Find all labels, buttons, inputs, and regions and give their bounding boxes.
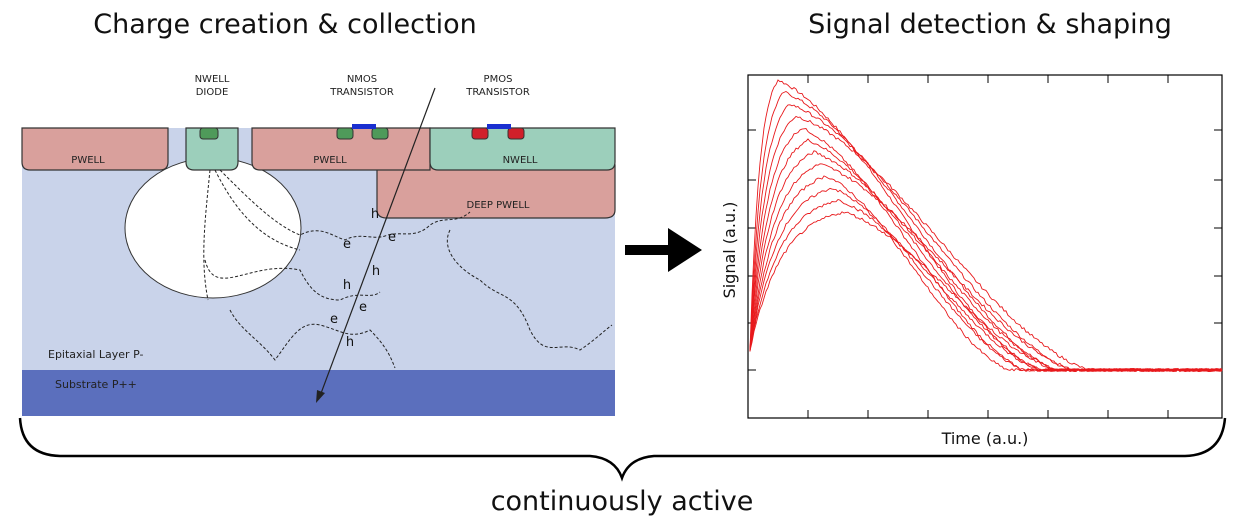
label: PWELL <box>313 155 347 166</box>
plot-frame <box>747 74 1223 419</box>
left-title: Charge creation & collection <box>93 9 476 40</box>
x-label: Time (a.u.) <box>941 429 1029 448</box>
contact <box>507 127 525 140</box>
gate <box>352 124 376 129</box>
brace <box>18 417 1227 482</box>
carrier: h <box>343 278 351 293</box>
drift-path <box>219 169 471 241</box>
signal-curve <box>749 211 1223 373</box>
label-line: TRANSISTOR <box>465 87 530 98</box>
contact <box>371 127 389 140</box>
carrier: e <box>343 237 351 252</box>
y-label: Signal (a.u.) <box>720 202 739 299</box>
label-line: DIODE <box>196 87 229 98</box>
label-line: PMOS <box>484 74 513 85</box>
label-line: NWELL <box>195 74 230 85</box>
carrier: h <box>346 335 354 350</box>
deep-pwell <box>376 164 616 219</box>
drift-path <box>446 229 613 351</box>
carrier: e <box>359 300 367 315</box>
footer: continuously active <box>491 486 754 517</box>
carrier: h <box>371 207 379 222</box>
label: Epitaxial Layer P- <box>48 348 143 361</box>
carrier: h <box>372 264 380 279</box>
signal-curves <box>749 79 1223 373</box>
arrow-shaft <box>625 245 670 255</box>
contact <box>336 127 354 140</box>
particle-track <box>319 87 436 397</box>
drift-path <box>204 259 381 301</box>
label: Substrate P++ <box>55 378 137 391</box>
arrow-head <box>668 228 702 272</box>
contact <box>199 127 219 140</box>
pwell <box>21 127 169 171</box>
label: PMOS TRANSISTOR <box>465 74 530 98</box>
gate <box>487 124 511 129</box>
label-line: NMOS <box>347 74 377 85</box>
drift-path <box>203 169 211 301</box>
label: NWELL <box>503 155 538 166</box>
label-line: TRANSISTOR <box>329 87 394 98</box>
nwell-diode <box>185 127 239 171</box>
contact <box>471 127 489 140</box>
track-head <box>316 390 325 403</box>
label: PWELL <box>71 155 105 166</box>
label: NWELL DIODE <box>195 74 230 98</box>
drift-path <box>214 169 301 251</box>
label: NMOS TRANSISTOR <box>329 74 394 98</box>
ticks <box>748 75 1222 418</box>
carrier: e <box>388 230 396 245</box>
signal-curve <box>749 198 1223 373</box>
signal-curve <box>749 175 1223 372</box>
carrier: e <box>330 312 338 327</box>
signal-curve <box>749 187 1223 373</box>
right-title: Signal detection & shaping <box>808 9 1172 40</box>
label: DEEP PWELL <box>467 200 530 211</box>
